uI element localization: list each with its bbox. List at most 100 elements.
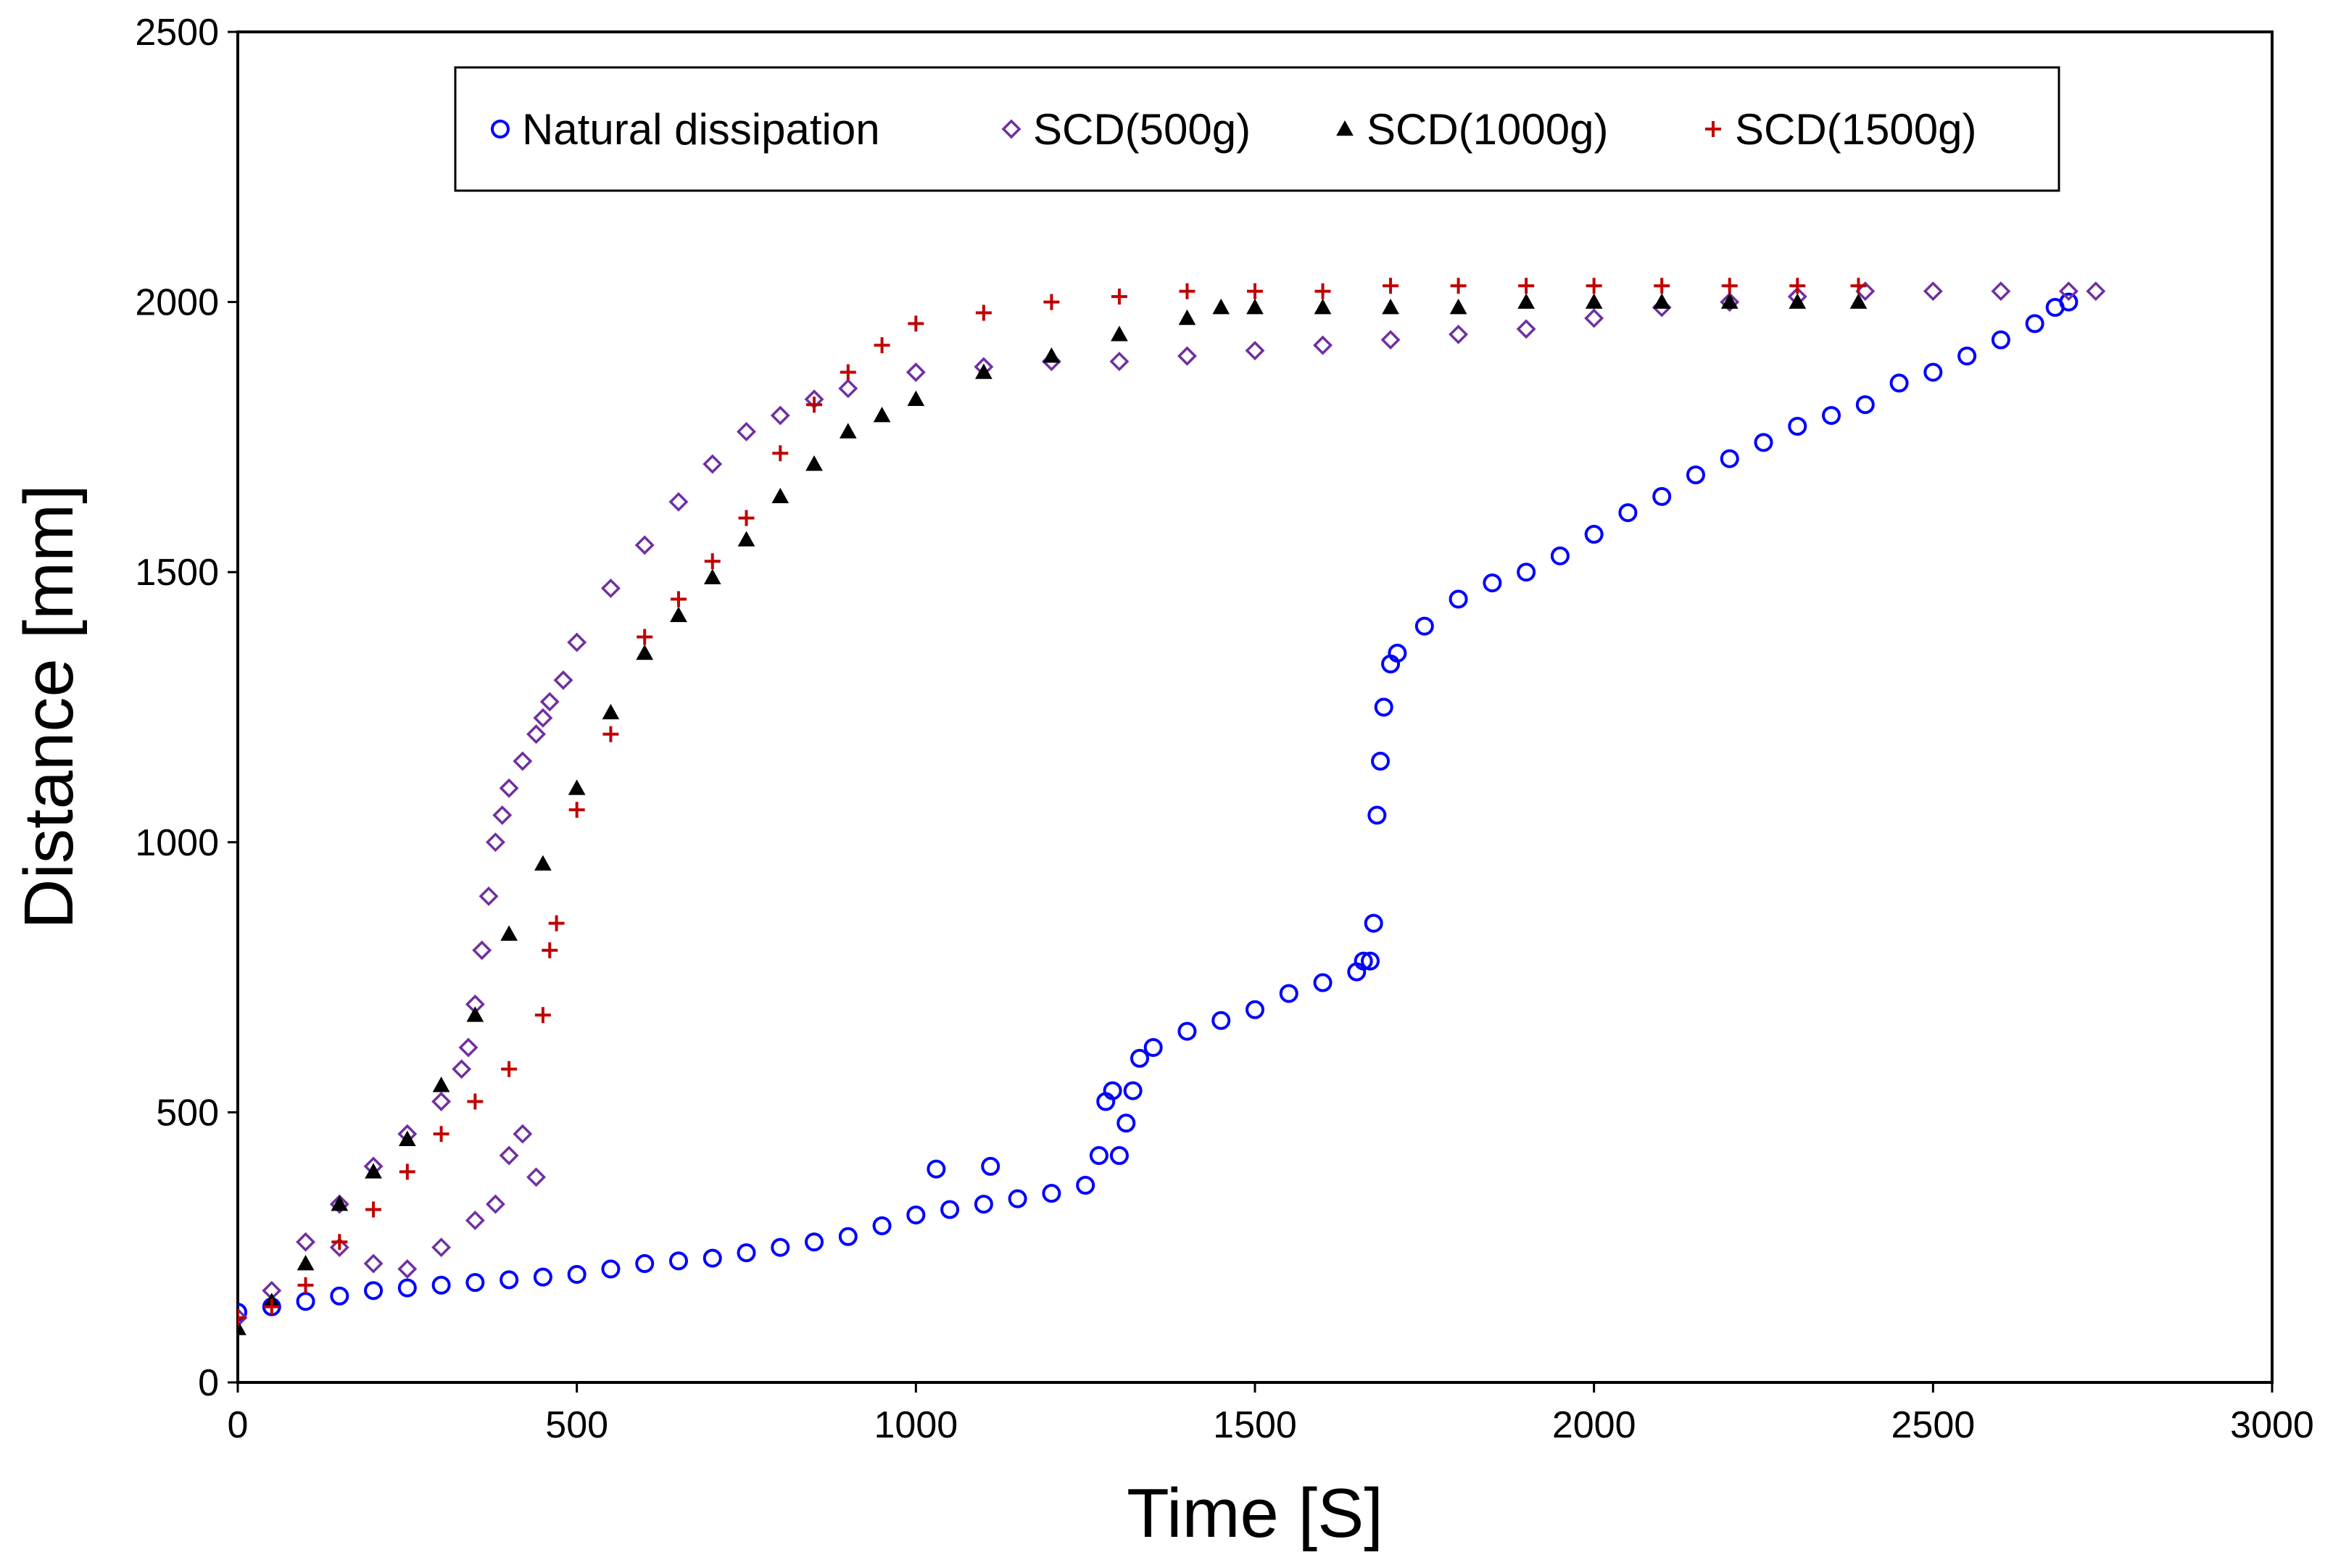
- data-point: [940, 1200, 960, 1219]
- data-point: [1246, 299, 1264, 315]
- data-point: [637, 629, 653, 645]
- data-point: [548, 915, 565, 932]
- data-point: [1653, 293, 1671, 309]
- data-point: [703, 1248, 722, 1268]
- data-point: [1720, 449, 1739, 468]
- series-3: [238, 278, 1867, 1326]
- data-point: [1550, 546, 1570, 565]
- data-point: [533, 1267, 552, 1287]
- series-2: [238, 293, 1868, 1335]
- data-point: [1889, 373, 1909, 393]
- data-point: [806, 397, 823, 413]
- data-point: [331, 1234, 348, 1250]
- data-point: [668, 491, 689, 512]
- data-point: [839, 423, 857, 439]
- y-axis-ticks: 0 500 1000 1500 2000 2500: [135, 12, 238, 1404]
- x-tick-label: 500: [545, 1404, 608, 1446]
- data-point: [364, 1281, 384, 1301]
- data-point: [263, 1298, 280, 1315]
- data-point: [534, 1007, 551, 1024]
- data-point: [1686, 465, 1705, 485]
- data-point: [433, 1126, 449, 1142]
- data-point: [1382, 299, 1399, 315]
- data-point: [397, 1259, 418, 1279]
- data-point: [1483, 573, 1502, 593]
- data-point: [1354, 951, 1373, 971]
- data-point: [2059, 292, 2079, 312]
- legend-box: [454, 66, 2060, 192]
- data-point: [703, 454, 723, 474]
- data-point: [431, 1237, 452, 1258]
- y-tick-label: 500: [156, 1092, 219, 1134]
- data-point: [500, 1270, 519, 1290]
- data-point: [553, 670, 573, 690]
- data-point: [1361, 951, 1380, 971]
- data-point: [670, 606, 687, 623]
- data-point: [1178, 309, 1196, 325]
- data-point: [499, 778, 519, 798]
- data-point: [737, 1243, 756, 1263]
- data-point: [1855, 395, 1875, 415]
- data-point: [805, 455, 823, 471]
- legend-label: SCD(1500g): [1735, 105, 1977, 154]
- data-point: [1789, 278, 1806, 294]
- legend-label: SCD(1000g): [1367, 105, 1609, 154]
- data-point: [906, 362, 926, 382]
- data-point: [432, 1077, 450, 1092]
- data-point: [452, 1059, 472, 1079]
- data-point: [1849, 293, 1868, 309]
- data-point: [1177, 1021, 1197, 1041]
- data-point: [1789, 293, 1807, 309]
- data-point: [365, 1163, 382, 1179]
- data-point: [1754, 433, 1773, 452]
- data-point: [704, 553, 721, 570]
- data-point: [1586, 278, 1602, 294]
- data-point: [485, 1194, 505, 1214]
- data-point: [602, 726, 619, 742]
- data-point: [840, 364, 856, 381]
- data-point: [568, 802, 585, 818]
- data-point: [1109, 352, 1130, 372]
- data-points: [238, 278, 2106, 1335]
- data-point: [539, 692, 560, 712]
- data-point: [1517, 293, 1535, 309]
- data-point: [873, 407, 891, 423]
- data-point: [2058, 281, 2079, 302]
- data-point: [974, 1195, 993, 1214]
- data-point: [1109, 1146, 1129, 1166]
- data-point: [1076, 1176, 1095, 1195]
- data-point: [737, 421, 756, 441]
- data-point: [1245, 341, 1265, 361]
- data-point: [1043, 347, 1061, 363]
- data-point: [1720, 292, 1740, 312]
- data-point: [238, 1303, 247, 1322]
- data-point: [465, 1273, 485, 1293]
- data-point: [567, 1264, 587, 1284]
- data-point: [1449, 299, 1467, 315]
- series-0: [238, 292, 2079, 1322]
- data-point: [465, 1210, 485, 1230]
- data-point: [399, 1163, 415, 1180]
- data-point: [1518, 278, 1535, 294]
- data-point: [1130, 1048, 1149, 1068]
- data-point: [1247, 283, 1263, 299]
- data-point: [600, 578, 621, 599]
- x-tick-label: 1000: [874, 1404, 958, 1446]
- data-point: [2025, 314, 2044, 333]
- data-point: [872, 1216, 892, 1235]
- data-point: [1313, 335, 1333, 355]
- data-point: [1721, 278, 1738, 294]
- data-point: [1991, 330, 2010, 349]
- data-point: [1788, 416, 1807, 436]
- data-point: [981, 1156, 1000, 1176]
- x-tick-label: 2500: [1891, 1404, 1975, 1446]
- data-point: [1585, 293, 1603, 309]
- data-point: [397, 1278, 417, 1298]
- data-point: [1111, 289, 1127, 305]
- data-point: [670, 591, 687, 607]
- data-point: [1043, 294, 1060, 310]
- data-point: [635, 1254, 655, 1274]
- data-point: [1991, 281, 2011, 302]
- data-point: [568, 779, 586, 795]
